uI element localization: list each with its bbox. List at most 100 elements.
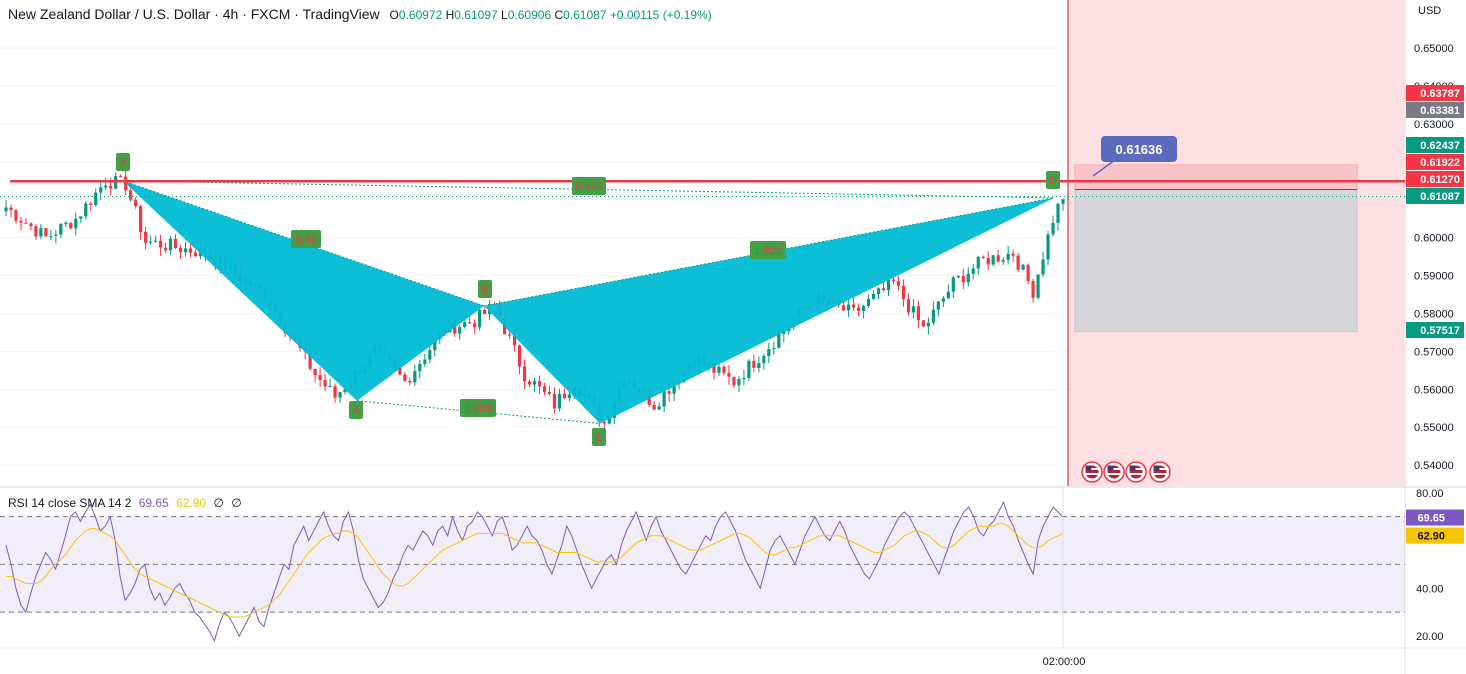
chart-header: New Zealand Dollar / U.S. Dollar · 4h · … — [8, 6, 712, 22]
candle-body — [163, 247, 168, 251]
candle-body — [657, 406, 661, 410]
candle-body — [782, 331, 786, 334]
price-tag-label: 0.63787 — [1420, 88, 1460, 100]
candle-body — [1051, 222, 1055, 235]
candle-body — [981, 256, 985, 259]
candle-body — [49, 235, 53, 237]
us-flag-icon — [1125, 461, 1147, 483]
pattern-xab-triangle — [123, 180, 484, 401]
candle-body — [129, 190, 133, 200]
candle-body — [921, 320, 925, 327]
candle-body — [104, 185, 108, 188]
rsi-tick-label: 20.00 — [1416, 631, 1444, 643]
candle-body — [936, 301, 940, 310]
ratio-box — [291, 230, 321, 248]
candle-body — [1061, 199, 1065, 204]
candle-body — [542, 386, 547, 392]
candle-body — [183, 248, 188, 253]
close-value: 0.61087 — [563, 8, 607, 22]
pattern-point-box — [592, 428, 606, 446]
flag-stripe — [1153, 473, 1167, 475]
rsi-value: 69.65 — [138, 496, 169, 510]
candle-body — [866, 299, 871, 306]
flag-stripe — [1129, 473, 1143, 475]
candle-body — [842, 305, 846, 311]
candle-body — [861, 305, 866, 311]
candle-body — [1026, 264, 1030, 282]
candle-body — [119, 176, 123, 178]
candle-body — [732, 376, 736, 386]
price-tag — [1406, 171, 1464, 187]
price-tag — [1406, 85, 1464, 101]
price-tag-label: 0.57517 — [1420, 325, 1460, 337]
candle-body — [906, 299, 911, 313]
candle-body — [871, 293, 876, 300]
candle-body — [29, 223, 33, 227]
candle-body — [532, 381, 537, 385]
candle-body — [737, 378, 741, 386]
candle-body — [99, 187, 103, 193]
candle-body — [473, 323, 477, 328]
price-tick-label: 0.57000 — [1414, 346, 1454, 358]
candle-body — [851, 304, 856, 308]
candle-body — [956, 276, 960, 278]
candle-body — [343, 389, 347, 393]
price-tick-label: 0.63000 — [1414, 119, 1454, 131]
target-pointer — [1092, 159, 1116, 177]
price-tick-label: 0.58000 — [1414, 309, 1454, 321]
candle-body — [757, 363, 761, 368]
rsi-label[interactable]: RSI 14 close SMA 14 2 — [8, 496, 132, 510]
candle-body — [1036, 274, 1040, 298]
candle-body — [313, 368, 317, 376]
candle-body — [323, 379, 327, 387]
pattern-point-label: A — [352, 405, 360, 417]
symbol-title[interactable]: New Zealand Dollar / U.S. Dollar · 4h · … — [8, 6, 380, 22]
candle-body — [433, 339, 437, 351]
candle-body — [562, 393, 567, 399]
pattern-point-box — [349, 401, 363, 419]
ratio-box — [750, 241, 786, 259]
candle-body — [193, 252, 198, 257]
candle-body — [991, 255, 995, 265]
candle-body — [408, 380, 412, 383]
currency-label: USD — [1418, 5, 1441, 17]
flag-canton — [1085, 465, 1092, 471]
candle-body — [747, 360, 751, 379]
candle-body — [134, 199, 138, 207]
candle-body — [173, 238, 178, 248]
candle-body — [139, 206, 143, 232]
change-value: +0.00115 (+0.19%) — [609, 8, 712, 22]
us-flag-icon — [1103, 461, 1125, 483]
candle-body — [79, 216, 83, 219]
rsi-extra-1: ∅ — [213, 496, 224, 510]
candle-body — [547, 391, 552, 394]
candle-body — [672, 383, 676, 394]
candle-body — [158, 240, 163, 248]
candle-body — [727, 372, 731, 377]
flag-stripe — [1085, 473, 1099, 475]
candle-body — [886, 279, 891, 291]
candle-body — [54, 234, 58, 236]
rsi-series-rsi — [5, 501, 1064, 643]
ohlc-readout: O0.60972 H0.61097 L0.60906 C0.61087 +0.0… — [389, 8, 712, 22]
candle-body — [527, 381, 532, 385]
ratio-box — [572, 177, 606, 195]
candle-body — [468, 322, 472, 324]
pattern-point-label: X — [119, 157, 127, 169]
ratio-box — [460, 399, 496, 417]
price-tag — [1406, 137, 1464, 153]
sma-value-tag-label: 62.90 — [1417, 531, 1445, 543]
candle-body — [777, 333, 781, 348]
candle-body — [413, 371, 417, 383]
candle-body — [602, 421, 606, 424]
candle-body — [478, 309, 482, 328]
candle-body — [901, 285, 906, 300]
rsi-series-sma — [6, 523, 1064, 618]
pattern-point-label: C — [595, 432, 603, 444]
candle-body — [742, 378, 746, 380]
candle-body — [418, 364, 422, 372]
price-tick-label: 0.59000 — [1414, 271, 1454, 283]
candle-body — [178, 247, 183, 253]
candle-body — [144, 231, 148, 243]
